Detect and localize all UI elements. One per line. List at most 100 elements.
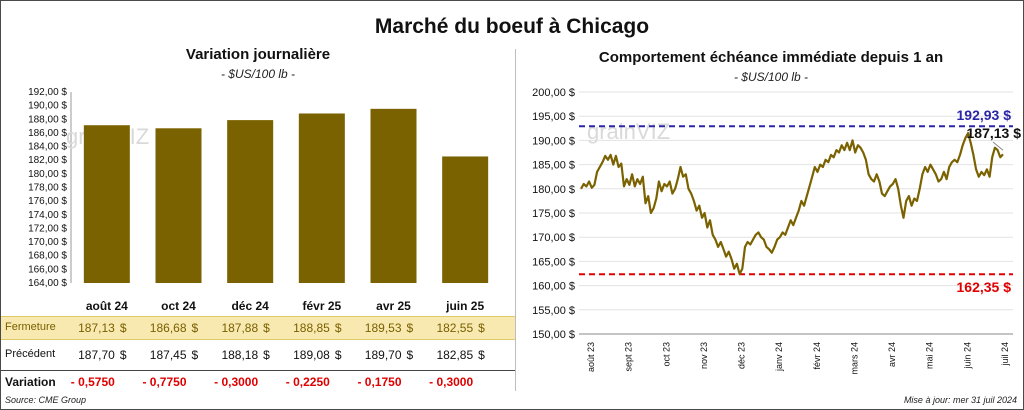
y-tick-label: 166,00 $ [28, 264, 67, 275]
currency-symbol: $ [119, 348, 127, 362]
x-tick-label: juil 24 [1000, 342, 1010, 367]
x-category-label: avr 25 [376, 299, 411, 313]
y-tick-label: 178,00 $ [28, 183, 67, 194]
y-tick-label: 165,00 $ [532, 256, 575, 268]
currency-symbol: $ [119, 321, 127, 335]
y-tick-label: 164,00 $ [28, 278, 67, 289]
y-tick-label: 185,00 $ [532, 160, 575, 172]
row-fermeture: Fermeture 187,13 $186,68 $187,88 $188,85 $18… [1, 316, 515, 340]
x-category-label: févr 25 [302, 299, 342, 313]
bar [298, 113, 345, 283]
y-tick-label: 170,00 $ [532, 232, 575, 244]
y-tick-label: 176,00 $ [28, 196, 67, 207]
bar [442, 156, 489, 283]
last-label: 187,13 $ [967, 125, 1022, 141]
currency-symbol: $ [406, 321, 414, 335]
x-tick-label: nov 23 [699, 342, 709, 369]
currency-symbol: $ [191, 348, 199, 362]
table-cell: 187,70 [78, 348, 115, 362]
y-tick-label: 174,00 $ [28, 210, 67, 221]
table-cell: 187,88 [221, 321, 259, 335]
table-cell: 182,55 [436, 321, 474, 335]
y-tick-label: 170,00 $ [28, 237, 67, 248]
table-cell: 189,70 [364, 348, 402, 362]
row-variation: Variation - 0,5750 - 0,7750 - 0,3000 - 0,22… [1, 370, 515, 393]
bar [155, 128, 202, 283]
low-label: 162,35 $ [957, 279, 1012, 295]
y-tick-label: 182,00 $ [28, 155, 67, 166]
bar-chart: 164,00 $ 166,00 $ 168,00 $ 170,00 $ 172,00 $… [28, 87, 489, 289]
x-tick-label: août 23 [586, 342, 596, 372]
table-cell: - 0,3000 [429, 375, 474, 389]
table-cell: - 0,2250 [285, 375, 330, 389]
y-tick-label: 184,00 $ [28, 142, 67, 153]
currency-symbol: $ [478, 348, 485, 362]
row-precedent: Précédent 187,70 $187,45 $188,18 $189,08 $18… [1, 344, 515, 366]
bar [83, 125, 130, 283]
table-cell: 189,53 [364, 321, 402, 335]
row-label-fermeture: Fermeture [5, 321, 56, 333]
x-tick-label: févr 24 [812, 342, 822, 370]
table-cell: 188,85 [293, 321, 330, 335]
y-tick-label: 175,00 $ [532, 208, 575, 220]
x-tick-label: mars 24 [849, 342, 859, 375]
left-chart-unit: - $US/100 lb - [220, 67, 296, 81]
y-tick-label: 192,00 $ [28, 87, 67, 98]
table-cell: 182,85 [436, 348, 474, 362]
y-tick-label: 155,00 $ [532, 305, 575, 317]
x-category-label: oct 24 [161, 299, 196, 313]
table-cell: - 0,7750 [142, 375, 187, 389]
high-label: 192,93 $ [957, 107, 1012, 123]
table-cell: - 0,5750 [70, 375, 115, 389]
y-tick-label: 168,00 $ [28, 251, 67, 262]
table-cell: - 0,1750 [357, 375, 402, 389]
price-line [580, 132, 1004, 276]
x-tick-label: avr 24 [887, 342, 897, 367]
currency-symbol: $ [334, 321, 342, 335]
x-category-label: déc 24 [231, 299, 269, 313]
x-tick-label: janv 24 [774, 342, 784, 372]
right-chart-title: Comportement échéance immédiate depuis 1… [598, 49, 944, 66]
source-note: Source: CME Group [5, 395, 87, 405]
page-title: Marché du boeuf à Chicago [374, 15, 650, 38]
table-cell: 186,68 [149, 321, 187, 335]
y-tick-label: 195,00 $ [532, 111, 575, 123]
currency-symbol: $ [478, 321, 485, 335]
currency-symbol: $ [263, 321, 270, 335]
right-chart-unit: - $US/100 lb - [733, 70, 809, 84]
line-chart: 150,00 $ 155,00 $ 160,00 $ 165,00 $ 170,00 $… [532, 87, 1022, 375]
x-tick-label: oct 23 [661, 342, 671, 367]
row-label-variation: Variation [5, 375, 56, 389]
y-tick-label: 190,00 $ [532, 135, 575, 147]
table-cell: - 0,3000 [214, 375, 259, 389]
x-category-label: août 24 [85, 299, 128, 313]
y-tick-label: 190,00 $ [28, 101, 67, 112]
y-tick-label: 180,00 $ [532, 184, 575, 196]
bar [227, 120, 274, 284]
y-tick-label: 188,00 $ [28, 114, 67, 125]
table-cell: 188,18 [221, 348, 259, 362]
table-cell: 189,08 [293, 348, 330, 362]
x-tick-label: déc 23 [737, 342, 747, 369]
x-tick-label: juin 24 [962, 342, 972, 370]
y-tick-label: 186,00 $ [28, 128, 67, 139]
left-chart-title: Variation journalière [185, 46, 331, 63]
y-tick-label: 200,00 $ [532, 87, 575, 99]
currency-symbol: $ [191, 321, 199, 335]
update-note: Mise à jour: mer 31 juil 2024 [903, 395, 1017, 405]
y-tick-label: 172,00 $ [28, 223, 67, 234]
watermark: grainVIZ [587, 119, 670, 144]
table-cell: 187,13 [78, 321, 115, 335]
x-tick-label: sept 23 [624, 342, 634, 372]
panel-divider [515, 49, 516, 391]
y-tick-label: 180,00 $ [28, 169, 67, 180]
y-tick-label: 160,00 $ [532, 281, 575, 293]
currency-symbol: $ [334, 348, 342, 362]
row-label-precedent: Précédent [5, 348, 56, 360]
bar [370, 108, 417, 283]
last-label-leader [992, 141, 1004, 151]
y-tick-label: 150,00 $ [532, 329, 575, 341]
x-tick-label: mai 24 [925, 342, 935, 369]
table-cell: 187,45 [149, 348, 187, 362]
